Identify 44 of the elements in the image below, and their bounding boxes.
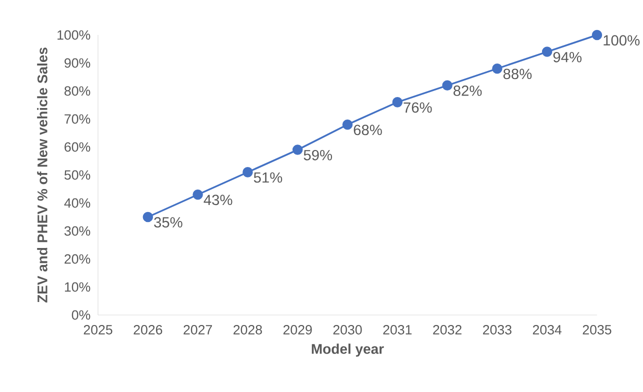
x-tick-label: 2029 xyxy=(283,325,312,334)
point xyxy=(592,30,602,40)
y-tick-label: 90% xyxy=(64,58,90,68)
y-tick-label: 0% xyxy=(72,310,90,320)
y-tick-label: 20% xyxy=(64,254,90,264)
data-label: 59% xyxy=(304,150,332,160)
y-tick-label: 40% xyxy=(64,198,90,208)
data-label: 88% xyxy=(503,68,532,80)
data-label: 51% xyxy=(254,172,282,183)
y-tick-label: 60% xyxy=(64,142,90,152)
data-label: 100% xyxy=(604,35,640,46)
data-label: 68% xyxy=(354,124,382,136)
x-tick-label: 2032 xyxy=(433,325,462,334)
y-tick-label: 10% xyxy=(64,282,90,292)
point xyxy=(342,119,353,130)
point xyxy=(442,80,452,91)
x-tick-label: 2025 xyxy=(84,325,112,334)
point xyxy=(292,144,303,155)
point xyxy=(192,189,203,200)
data-label: 94% xyxy=(553,52,582,62)
y-tick-label: 30% xyxy=(64,226,90,236)
y-tick-label: 70% xyxy=(64,114,90,124)
x-tick-label: 2028 xyxy=(234,325,262,334)
point xyxy=(242,167,253,178)
y-tick-label: 100% xyxy=(58,30,90,40)
x-tick-label: 2035 xyxy=(582,325,612,334)
x-tick-label: 2030 xyxy=(333,325,362,334)
x-tick-label: 2027 xyxy=(184,325,212,334)
data-label: 76% xyxy=(404,102,432,113)
data-label: 35% xyxy=(154,217,182,228)
point xyxy=(542,46,552,57)
point xyxy=(142,212,154,222)
x-axis-title: Model year xyxy=(312,344,384,357)
y-tick-label: 80% xyxy=(64,86,90,96)
y-axis-title: ZEV and PHEV % of New vehicle Sales xyxy=(37,48,48,303)
x-tick-label: 2034 xyxy=(532,325,562,334)
point xyxy=(392,97,403,108)
point xyxy=(492,63,502,74)
x-tick-label: 2033 xyxy=(483,325,512,334)
data-label: 82% xyxy=(454,86,482,96)
data-label: 43% xyxy=(204,194,232,206)
y-tick-label: 50% xyxy=(64,170,90,180)
x-tick-label: 2031 xyxy=(383,325,412,334)
x-tick-label: 2026 xyxy=(134,325,162,334)
